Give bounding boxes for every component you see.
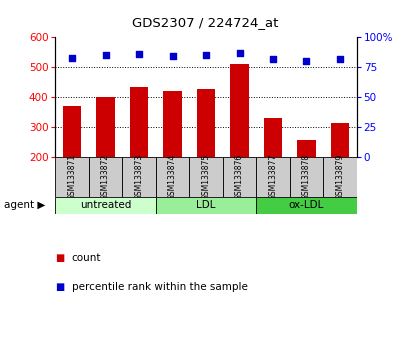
Text: GSM133874: GSM133874 [168,154,177,200]
Bar [155,197,256,214]
Point [102,52,109,58]
Text: agent ▶: agent ▶ [4,200,45,210]
Point [302,58,309,64]
Text: GDS2307 / 224724_at: GDS2307 / 224724_at [131,16,278,29]
Bar [155,157,189,197]
Bar [55,197,155,214]
Point [202,52,209,58]
Bar [263,118,281,157]
Bar [330,123,348,157]
Bar [55,157,89,197]
Bar [230,64,248,157]
Point [135,51,142,57]
Text: count: count [72,253,101,263]
Text: GSM133876: GSM133876 [234,154,243,200]
Point [69,55,75,60]
Text: GSM133872: GSM133872 [101,154,110,200]
Text: LDL: LDL [196,200,215,210]
Bar [196,89,215,157]
Text: GSM133871: GSM133871 [67,154,76,200]
Bar [256,157,289,197]
Bar [289,157,322,197]
Text: percentile rank within the sample: percentile rank within the sample [72,282,247,292]
Text: GSM133878: GSM133878 [301,154,310,200]
Text: ■: ■ [55,253,65,263]
Text: GSM133875: GSM133875 [201,154,210,200]
Bar [163,91,181,157]
Bar [222,157,256,197]
Text: ■: ■ [55,282,65,292]
Text: GSM133873: GSM133873 [134,154,143,200]
Bar [322,157,356,197]
Point [269,56,276,62]
Bar [96,97,115,157]
Point [169,53,175,59]
Point [236,50,242,56]
Text: untreated: untreated [80,200,131,210]
Bar [63,106,81,157]
Bar [297,140,315,157]
Point [336,56,342,62]
Bar [189,157,222,197]
Bar [89,157,122,197]
Bar [256,197,356,214]
Text: ox-LDL: ox-LDL [288,200,324,210]
Text: GSM133879: GSM133879 [335,154,344,200]
Bar [122,157,155,197]
Text: GSM133877: GSM133877 [268,154,277,200]
Bar [130,86,148,157]
